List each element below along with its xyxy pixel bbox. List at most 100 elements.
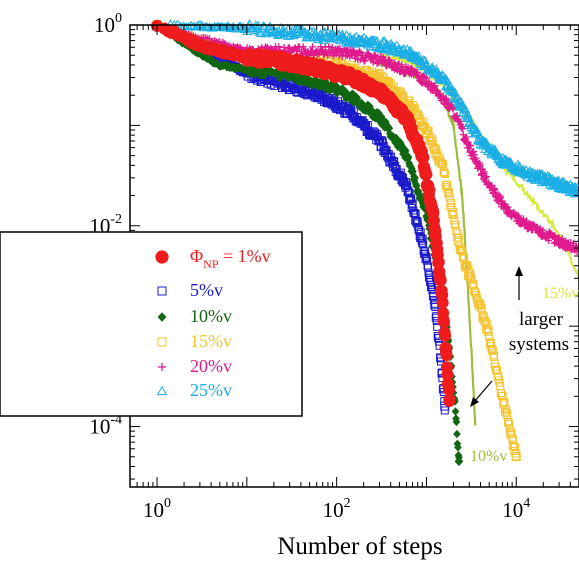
series-3 (153, 20, 579, 256)
series-point (418, 238, 427, 247)
series-point (438, 160, 447, 169)
series-1 (153, 20, 464, 467)
series-5 (150, 19, 456, 407)
series-point (338, 84, 347, 93)
series-point (462, 133, 470, 141)
series-label-15: 15%v (542, 285, 579, 302)
series-point (435, 337, 444, 346)
series-point (424, 263, 433, 272)
series-point (398, 61, 406, 69)
series-point (485, 332, 494, 341)
annotation-larger-text: larger (519, 309, 564, 330)
series-point (475, 299, 484, 308)
y-tick-label: 10-4 (89, 413, 122, 439)
series-point (407, 50, 417, 59)
series-point (442, 180, 451, 189)
series-end-point (511, 452, 521, 462)
series-point (469, 128, 479, 138)
series-point (412, 52, 423, 61)
series-point (355, 48, 363, 56)
series-end-point (454, 456, 464, 467)
arrow-down-line (473, 380, 493, 403)
series-point (207, 55, 216, 64)
series-4 (152, 19, 579, 198)
arrow-down-head (470, 397, 479, 407)
series-point (438, 315, 451, 329)
series-point (275, 29, 285, 39)
series-point (454, 443, 462, 452)
series-point (505, 424, 514, 433)
x-axis-title: Number of steps (277, 533, 442, 560)
series-end-point (575, 245, 579, 254)
series-point (371, 51, 379, 59)
series-point (504, 156, 515, 166)
series-point (414, 69, 422, 77)
series-point (467, 142, 475, 150)
series-point (440, 168, 449, 177)
series-point (528, 168, 538, 177)
series-point (489, 351, 498, 360)
series-point (289, 74, 297, 83)
legend-marker (157, 312, 167, 322)
series-point (385, 124, 394, 133)
series-point (378, 137, 387, 146)
series-point (349, 33, 359, 43)
series-point (465, 141, 473, 149)
series-point (460, 253, 469, 262)
series-point (504, 417, 513, 426)
series-point (475, 299, 484, 308)
series-point (381, 117, 390, 127)
legend-marker (157, 337, 167, 347)
series-end-point (443, 394, 456, 407)
series-point (545, 237, 553, 245)
series-point (499, 400, 508, 409)
series-point (410, 209, 419, 218)
series-point (404, 186, 413, 195)
legend-label: 25%v (190, 380, 232, 400)
series-point (399, 92, 408, 101)
series-point (503, 418, 512, 427)
series-point (368, 106, 376, 115)
series-point (452, 417, 461, 427)
series-point (436, 357, 445, 366)
legend-label: 10%v (190, 306, 232, 326)
series-point (493, 366, 502, 375)
series-point (409, 167, 417, 176)
series-point (249, 25, 260, 35)
series-point (412, 181, 421, 190)
series-point (471, 124, 482, 134)
series-point (508, 433, 517, 442)
series-point (428, 134, 437, 143)
series-point (363, 121, 372, 130)
series-point (417, 192, 426, 201)
series-point (408, 200, 417, 209)
series-point (374, 108, 383, 118)
series-point (309, 43, 317, 51)
series-point (497, 389, 506, 398)
series-point (398, 90, 407, 99)
series-point (417, 151, 430, 164)
series-point (436, 158, 445, 167)
x-tick-label: 102 (323, 496, 351, 522)
series-point (407, 194, 416, 203)
series-point (459, 125, 467, 133)
series-point (419, 117, 428, 126)
legend: ΦNP = 1%v 5%v 10%v 15%v 20%v 25%v (0, 231, 303, 417)
series-point (499, 397, 508, 406)
series-point (494, 376, 503, 385)
series-point (484, 327, 493, 336)
series-point (454, 233, 463, 242)
legend-marker (157, 286, 167, 296)
series-point (365, 41, 376, 51)
series-point (451, 220, 460, 229)
y-tick-label: 100 (94, 11, 122, 37)
series-point (566, 238, 574, 246)
series-label-10: 10%v (470, 448, 507, 465)
series-point (275, 43, 283, 51)
series-point (318, 46, 326, 54)
series-point (479, 169, 487, 177)
legend-box (0, 231, 303, 417)
series-point (432, 256, 445, 269)
series-point (377, 136, 386, 145)
